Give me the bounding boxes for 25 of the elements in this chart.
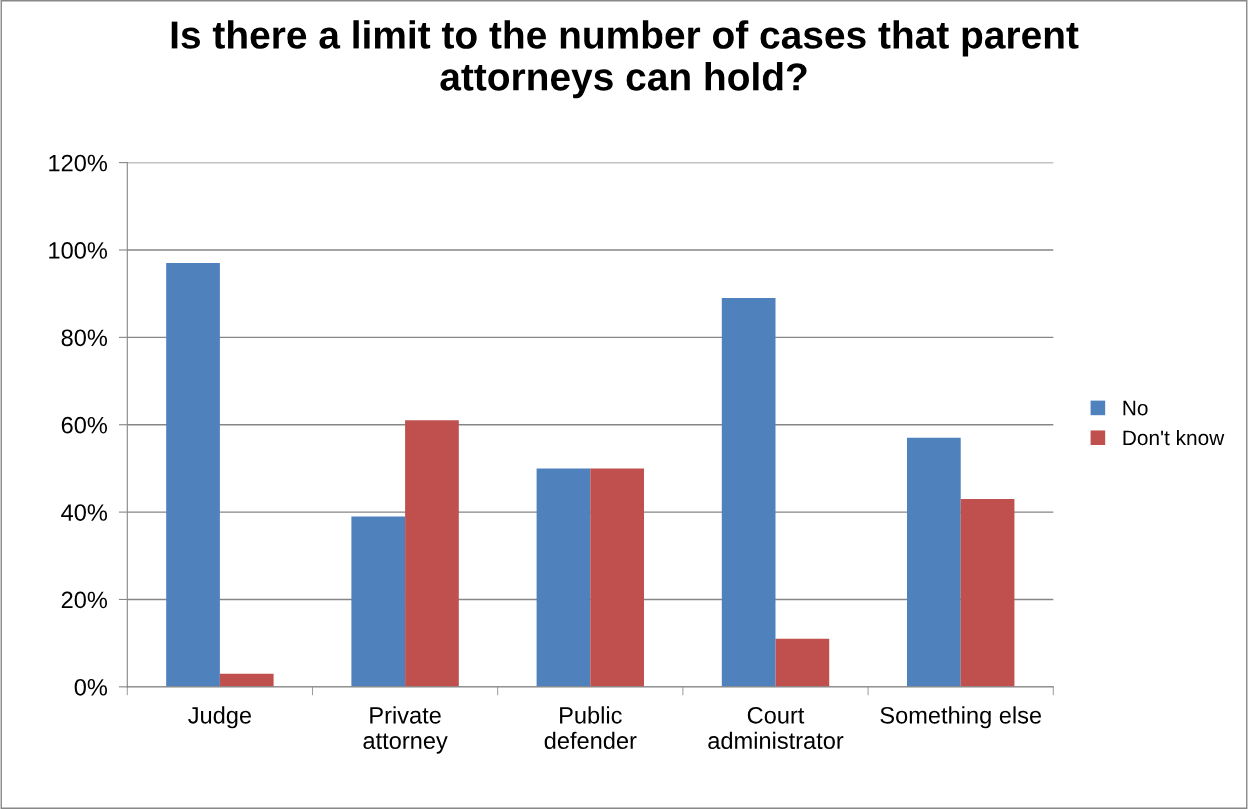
y-tick-label: 60%: [61, 416, 108, 434]
y-tick-label: 80%: [61, 329, 108, 347]
chart-title: Is there a limit to the number of cases that parent attorneys can hold?: [171, 20, 1079, 99]
bar: [166, 263, 220, 687]
y-tick-label: 0%: [74, 678, 108, 696]
x-tick-label: Private attorney: [363, 706, 448, 754]
y-tick-label: 40%: [61, 504, 108, 521]
x-tick-label: Judge: [188, 706, 252, 729]
y-tick-label: 20%: [61, 591, 108, 609]
legend-label: Don't know: [1123, 429, 1225, 446]
y-tick-label: 100%: [49, 242, 108, 259]
x-tick-label: Court administrator: [708, 706, 844, 750]
y-tick-label: 120%: [49, 154, 108, 172]
x-tick-label: Public defender: [544, 706, 637, 750]
bar: [721, 298, 776, 687]
bar: [590, 468, 645, 687]
bar: [907, 437, 961, 687]
bar: [351, 516, 406, 687]
legend-label: No: [1123, 400, 1148, 416]
bar: [960, 498, 1015, 687]
bar: [405, 420, 459, 687]
bar: [775, 638, 830, 687]
bar: [219, 673, 274, 687]
x-tick-label: Something else: [880, 706, 1042, 729]
bar: [536, 468, 591, 687]
